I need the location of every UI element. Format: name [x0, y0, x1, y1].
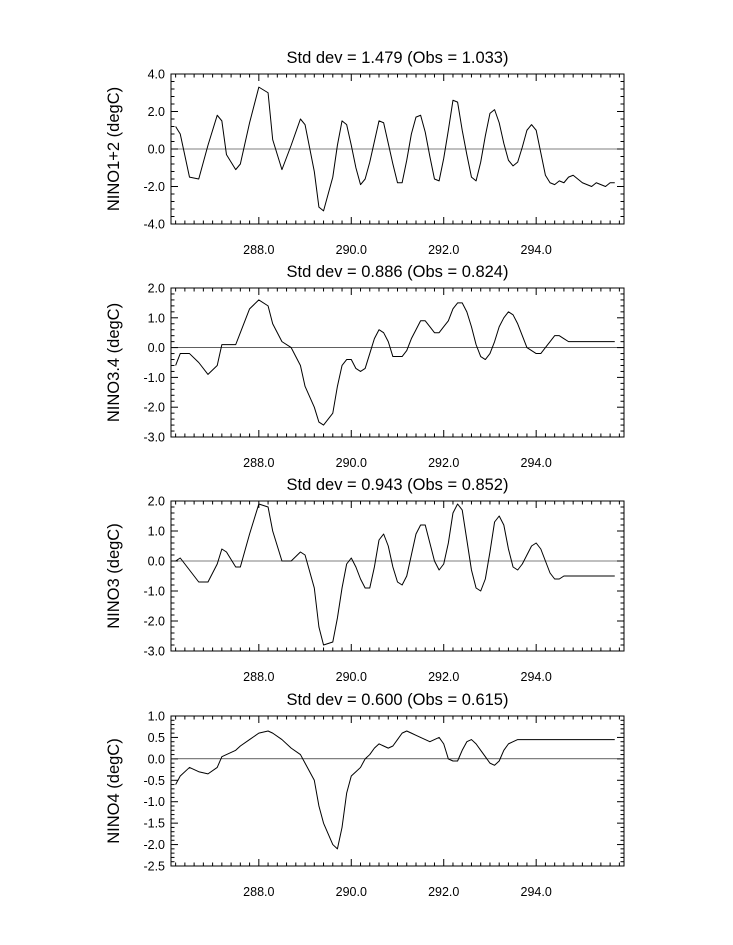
x-tick-label: 294.0: [521, 885, 552, 899]
x-tick-label: 292.0: [428, 670, 459, 684]
y-tick-label: -0.5: [143, 774, 165, 788]
chart-panel-3: Std dev = 0.943 (Obs = 0.852) NINO3 (degC…: [105, 476, 625, 684]
y-tick-label: 1.0: [148, 710, 165, 724]
x-tick-label: 292.0: [428, 243, 459, 257]
x-tick-label: 292.0: [428, 456, 459, 470]
x-tick-label: 290.0: [336, 243, 367, 257]
y-tick-label: -2.0: [143, 401, 165, 415]
x-tick-label: 288.0: [243, 243, 274, 257]
y-tick-label: -1.0: [143, 371, 165, 385]
chart-panel-1: Std dev = 1.479 (Obs = 1.033) NINO1+2 (de…: [105, 49, 625, 257]
x-tick-label: 288.0: [243, 885, 274, 899]
x-tick-label: 294.0: [521, 670, 552, 684]
y-tick-label: 0.5: [148, 731, 165, 745]
y-tick-label: -1.5: [143, 817, 165, 831]
plot-frame: [170, 500, 625, 652]
y-tick-label: -3.0: [143, 645, 165, 659]
y-tick-label: -2.0: [143, 838, 165, 852]
series-line: [175, 299, 615, 426]
x-tick-label: 294.0: [521, 456, 552, 470]
x-tick-label: 294.0: [521, 243, 552, 257]
y-tick-label: 2.0: [148, 495, 165, 509]
chart-panel-2: Std dev = 0.886 (Obs = 0.824) NINO3.4 (de…: [105, 263, 625, 470]
series-line: [175, 503, 615, 646]
y-axis-label: NINO4 (degC): [105, 738, 123, 843]
x-tick-label: 288.0: [243, 670, 274, 684]
chart-panel-4: Std dev = 0.600 (Obs = 0.615) NINO4 (degC…: [105, 691, 625, 899]
x-tick-label: 290.0: [336, 885, 367, 899]
y-tick-label: -2.5: [143, 860, 165, 874]
y-tick-label: 0.0: [148, 752, 165, 766]
plot-frame: [170, 287, 625, 438]
y-tick-label: 2.0: [148, 282, 165, 296]
y-tick-label: -2.0: [143, 180, 165, 194]
y-tick-label: 1.0: [148, 311, 165, 325]
x-tick-label: 288.0: [243, 456, 274, 470]
y-tick-label: 0.0: [148, 555, 165, 569]
x-tick-label: 290.0: [336, 456, 367, 470]
chart-title: Std dev = 0.943 (Obs = 0.852): [287, 476, 509, 494]
chart-title: Std dev = 0.886 (Obs = 0.824): [287, 263, 509, 281]
y-tick-label: -1.0: [143, 795, 165, 809]
y-tick-label: -4.0: [143, 218, 165, 232]
y-tick-label: -2.0: [143, 615, 165, 629]
chart-title: Std dev = 0.600 (Obs = 0.615): [287, 691, 509, 709]
y-tick-label: 0.0: [148, 341, 165, 355]
y-tick-label: 0.0: [148, 143, 165, 157]
series-line: [175, 730, 615, 850]
y-tick-label: 2.0: [148, 105, 165, 119]
y-axis-label: NINO1+2 (degC): [105, 87, 123, 211]
y-tick-label: -1.0: [143, 585, 165, 599]
chart-title: Std dev = 1.479 (Obs = 1.033): [287, 49, 509, 67]
y-tick-label: -3.0: [143, 431, 165, 445]
y-tick-label: 1.0: [148, 525, 165, 539]
series-line: [175, 86, 615, 212]
y-axis-label: NINO3.4 (degC): [105, 303, 123, 422]
x-tick-label: 290.0: [336, 670, 367, 684]
x-tick-label: 292.0: [428, 885, 459, 899]
y-tick-label: 4.0: [148, 68, 165, 82]
y-axis-label: NINO3 (degC): [105, 523, 123, 628]
plot-frame: [170, 715, 625, 867]
